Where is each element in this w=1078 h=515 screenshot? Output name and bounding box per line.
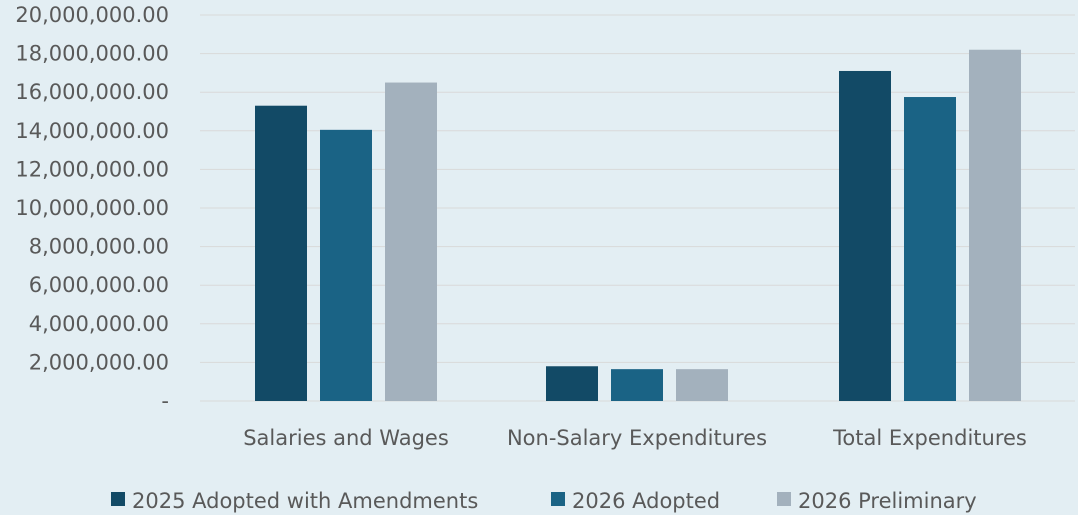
legend-swatch bbox=[111, 492, 125, 506]
y-tick-label: 18,000,000.00 bbox=[15, 42, 169, 66]
legend: 2025 Adopted with Amendments 2026 Adopted… bbox=[111, 489, 977, 513]
y-tick-label: 6,000,000.00 bbox=[29, 273, 169, 297]
bar-2-2 bbox=[611, 369, 663, 401]
x-axis-category-labels: Salaries and Wages Non-Salary Expenditure… bbox=[243, 426, 1027, 450]
bar-1-3 bbox=[839, 70, 891, 401]
bar-2-1 bbox=[320, 129, 372, 401]
y-tick-label: 20,000,000.00 bbox=[15, 3, 169, 27]
y-tick-label: - bbox=[161, 389, 169, 413]
category-label: Non-Salary Expenditures bbox=[507, 426, 767, 450]
y-axis-tick-labels: - 2,000,000.00 4,000,000.00 6,000,000.00 8,0… bbox=[15, 3, 169, 413]
bar-1-1 bbox=[255, 105, 307, 402]
bar-3-2 bbox=[676, 369, 728, 401]
legend-label: 2026 Adopted bbox=[572, 489, 720, 513]
bars bbox=[255, 49, 1021, 402]
legend-swatch bbox=[777, 492, 791, 506]
legend-label: 2025 Adopted with Amendments bbox=[132, 489, 478, 513]
bar-3-3 bbox=[969, 49, 1021, 402]
legend-swatch bbox=[551, 492, 565, 506]
y-tick-label: 10,000,000.00 bbox=[15, 196, 169, 220]
y-tick-label: 4,000,000.00 bbox=[29, 312, 169, 336]
y-tick-label: 12,000,000.00 bbox=[15, 157, 169, 181]
category-label: Total Expenditures bbox=[832, 426, 1027, 450]
y-tick-label: 8,000,000.00 bbox=[29, 235, 169, 259]
legend-label: 2026 Preliminary bbox=[798, 489, 977, 513]
category-label: Salaries and Wages bbox=[243, 426, 449, 450]
y-tick-label: 16,000,000.00 bbox=[15, 80, 169, 104]
y-tick-label: 14,000,000.00 bbox=[15, 119, 169, 143]
bar-3-1 bbox=[385, 82, 437, 402]
bar-2-3 bbox=[904, 97, 956, 402]
bar-1-2 bbox=[546, 366, 598, 401]
y-tick-label: 2,000,000.00 bbox=[29, 350, 169, 374]
